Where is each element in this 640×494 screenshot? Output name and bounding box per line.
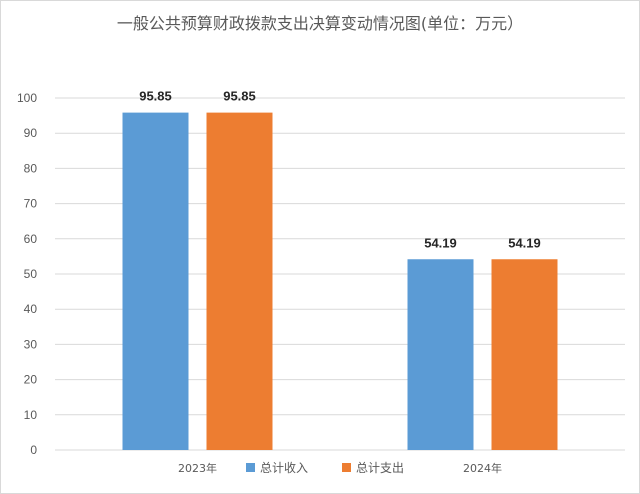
x-category-label: 2024年 — [463, 461, 502, 475]
legend-label: 总计支出 — [356, 461, 404, 475]
bars — [122, 112, 558, 450]
y-tick-label: 50 — [24, 267, 38, 281]
y-tick-label: 90 — [24, 126, 38, 140]
y-tick-label: 30 — [24, 337, 38, 351]
y-axis-ticks: 0 10 20 30 40 50 60 70 80 90 100 — [17, 91, 37, 457]
y-tick-label: 10 — [24, 408, 38, 422]
chart-title: 一般公共预算财政拨款支出决算变动情况图(单位：万元） — [117, 14, 523, 33]
bar-expenditure-0 — [206, 112, 273, 450]
data-labels: 95.85 95.85 54.19 54.19 — [139, 89, 541, 251]
data-label: 95.85 — [139, 89, 172, 104]
bar-income-1 — [407, 259, 474, 450]
y-tick-label: 100 — [17, 91, 37, 105]
y-tick-label: 80 — [24, 161, 38, 175]
legend-label: 总计收入 — [260, 461, 308, 475]
legend: 总计收入 总计支出 — [246, 461, 404, 475]
y-tick-label: 0 — [30, 443, 37, 457]
bar-expenditure-1 — [491, 259, 558, 450]
bar-income-0 — [122, 112, 189, 450]
x-axis-categories: 2023年 2024年 — [178, 461, 502, 475]
data-label: 95.85 — [223, 89, 256, 104]
y-tick-label: 40 — [24, 302, 38, 316]
y-tick-label: 60 — [24, 232, 38, 246]
data-label: 54.19 — [424, 235, 457, 250]
legend-swatch — [246, 463, 255, 472]
legend-swatch — [342, 463, 351, 472]
y-tick-label: 20 — [24, 373, 38, 387]
data-label: 54.19 — [508, 235, 541, 250]
y-tick-label: 70 — [24, 197, 38, 211]
x-category-label: 2023年 — [178, 461, 217, 475]
